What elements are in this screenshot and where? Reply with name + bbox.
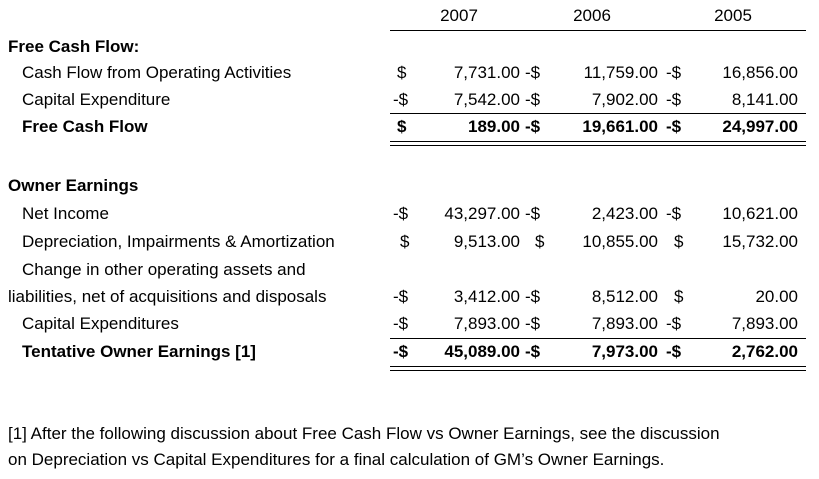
oe-row-label-wc-line2: liabilities, net of acquisitions and dis… [8, 287, 327, 306]
fcf-total-2006-val: 19,661.00 [582, 117, 658, 136]
oe-wc-2005-val: 20.00 [755, 287, 798, 306]
fcf-ops-2006-cur: -$ [525, 63, 541, 82]
oe-wc-2005-cur: $ [674, 287, 684, 306]
oe-row-label-total: Tentative Owner Earnings [1] [22, 342, 256, 361]
oe-total-2006-cur: -$ [525, 342, 541, 361]
oe-total-2005-cur: -$ [666, 342, 682, 361]
year-header-2007: 2007 [440, 6, 478, 25]
oe-wc-2007-val: 3,412.00 [453, 287, 520, 306]
oe-ni-2007-cur: -$ [393, 204, 409, 223]
fcf-capex-2006-val: 7,902.00 [591, 90, 658, 109]
oe-ni-2005-val: 10,621.00 [722, 204, 798, 223]
oe-dep-2005-cur: $ [674, 232, 684, 251]
fcf-total-2005-val: 24,997.00 [722, 117, 798, 136]
header-underline [390, 30, 806, 31]
year-header-2005: 2005 [714, 6, 752, 25]
oe-total-2006-val: 7,973.00 [591, 342, 658, 361]
fcf-ops-2005-val: 16,856.00 [722, 63, 798, 82]
fcf-capex-2005-cur: -$ [666, 90, 682, 109]
fcf-capex-2007-val: 7,542.00 [453, 90, 520, 109]
fcf-capex-2007-cur: -$ [393, 90, 409, 109]
fcf-total-2007-val: 189.00 [468, 117, 520, 136]
oe-wc-2006-cur: -$ [525, 287, 541, 306]
oe-row-label-net-income: Net Income [22, 204, 109, 223]
oe-total-2005-val: 2,762.00 [731, 342, 798, 361]
footnote-line-1: [1] After the following discussion about… [8, 424, 720, 443]
oe-subtotal-line [390, 338, 806, 339]
fcf-total-double-underline [390, 141, 806, 146]
fcf-ops-2005-cur: -$ [666, 63, 682, 82]
fcf-ops-2007-cur: $ [397, 63, 407, 82]
fcf-total-2005-cur: -$ [666, 117, 682, 136]
fcf-capex-2005-val: 8,141.00 [731, 90, 798, 109]
oe-total-2007-cur: -$ [393, 342, 409, 361]
fcf-ops-2007-val: 7,731.00 [453, 63, 520, 82]
fcf-total-2007-cur: $ [397, 117, 407, 136]
oe-total-double-underline [390, 366, 806, 371]
oe-capex-2005-val: 7,893.00 [731, 314, 798, 333]
oe-ni-2006-val: 2,423.00 [591, 204, 658, 223]
oe-capex-2005-cur: -$ [666, 314, 682, 333]
oe-dep-2006-val: 10,855.00 [582, 232, 658, 251]
oe-total-2007-val: 45,089.00 [444, 342, 520, 361]
oe-ni-2007-val: 43,297.00 [444, 204, 520, 223]
oe-capex-2006-cur: -$ [525, 314, 541, 333]
oe-capex-2007-val: 7,893.00 [453, 314, 520, 333]
oe-dep-2007-cur: $ [400, 232, 410, 251]
oe-ni-2005-cur: -$ [666, 204, 682, 223]
fcf-capex-2006-cur: -$ [525, 90, 541, 109]
oe-dep-2007-val: 9,513.00 [453, 232, 520, 251]
oe-capex-2006-val: 7,893.00 [591, 314, 658, 333]
fcf-heading: Free Cash Flow: [8, 37, 140, 56]
fcf-row-label-total: Free Cash Flow [22, 117, 148, 136]
oe-row-label-capex: Capital Expenditures [22, 314, 179, 333]
fcf-total-2006-cur: -$ [525, 117, 541, 136]
oe-heading: Owner Earnings [8, 176, 139, 195]
oe-ni-2006-cur: -$ [525, 204, 541, 223]
oe-row-label-depreciation: Depreciation, Impairments & Amortization [22, 232, 335, 251]
oe-wc-2007-cur: -$ [393, 287, 409, 306]
year-header-2006: 2006 [573, 6, 611, 25]
oe-dep-2006-cur: $ [535, 232, 545, 251]
fcf-row-label-capex: Capital Expenditure [22, 90, 171, 109]
oe-capex-2007-cur: -$ [393, 314, 409, 333]
fcf-row-label-ops: Cash Flow from Operating Activities [22, 63, 292, 82]
oe-dep-2005-val: 15,732.00 [722, 232, 798, 251]
fcf-subtotal-line [390, 113, 806, 114]
oe-wc-2006-val: 8,512.00 [591, 287, 658, 306]
footnote-line-2: on Depreciation vs Capital Expenditures … [8, 450, 665, 469]
oe-row-label-wc-line1: Change in other operating assets and [22, 260, 306, 279]
fcf-ops-2006-val: 11,759.00 [583, 63, 658, 82]
